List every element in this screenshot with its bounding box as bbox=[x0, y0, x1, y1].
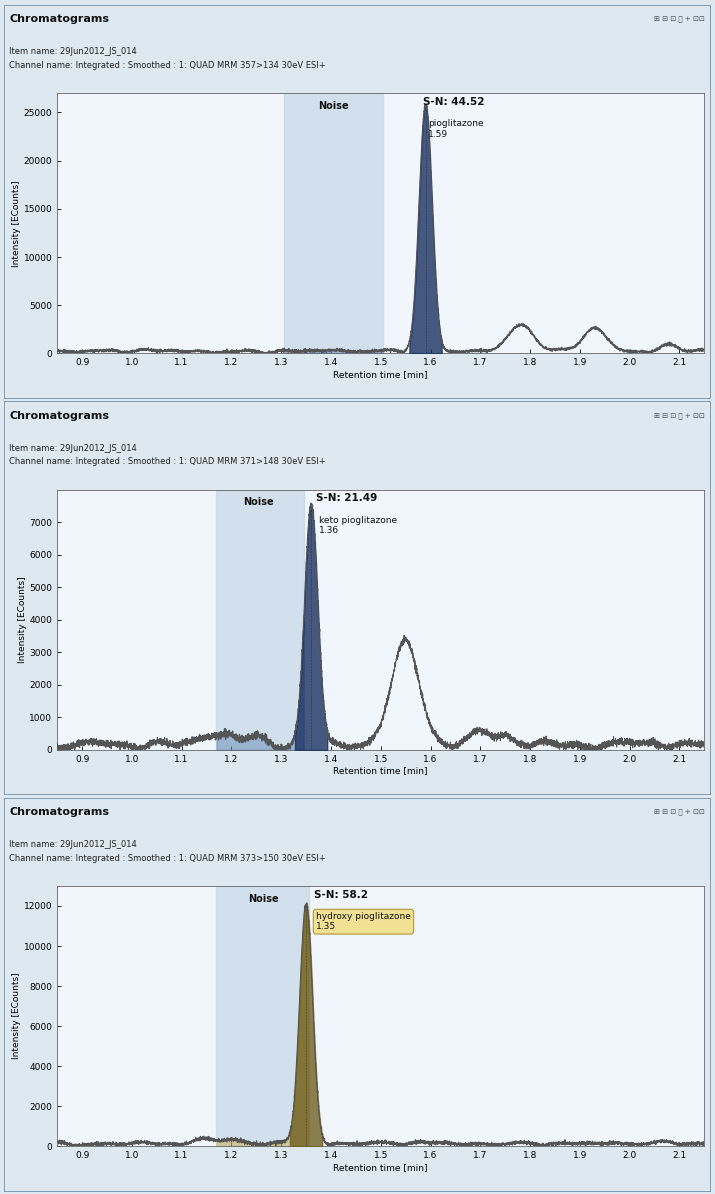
Text: ⊞ ⊟ ⊡ 🔍 + ⊡⊡: ⊞ ⊟ ⊡ 🔍 + ⊡⊡ bbox=[654, 808, 704, 816]
X-axis label: Retention time [min]: Retention time [min] bbox=[333, 1163, 428, 1171]
Text: Chromatograms: Chromatograms bbox=[9, 411, 109, 420]
Y-axis label: Intensity [ECounts]: Intensity [ECounts] bbox=[12, 973, 21, 1059]
Text: Channel name: Integrated : Smoothed : 1: QUAD MRM 373>150 30eV ESI+: Channel name: Integrated : Smoothed : 1:… bbox=[9, 854, 326, 863]
Text: hydroxy pioglitazone
1.35: hydroxy pioglitazone 1.35 bbox=[316, 912, 411, 931]
Y-axis label: Intensity [ECounts]: Intensity [ECounts] bbox=[12, 180, 21, 266]
Text: Chromatograms: Chromatograms bbox=[9, 14, 109, 24]
Bar bbox=[217, 886, 309, 1146]
Text: Channel name: Integrated : Smoothed : 1: QUAD MRM 371>148 30eV ESI+: Channel name: Integrated : Smoothed : 1:… bbox=[9, 457, 326, 467]
Text: Item name: 29Jun2012_JS_014: Item name: 29Jun2012_JS_014 bbox=[9, 841, 137, 849]
Text: Noise: Noise bbox=[244, 498, 274, 507]
Text: ⊞ ⊟ ⊡ 🔍 + ⊡⊡: ⊞ ⊟ ⊡ 🔍 + ⊡⊡ bbox=[654, 412, 704, 419]
Text: Noise: Noise bbox=[318, 101, 349, 111]
Text: Noise: Noise bbox=[248, 894, 279, 904]
Y-axis label: Intensity [ECounts]: Intensity [ECounts] bbox=[18, 577, 26, 663]
Text: Item name: 29Jun2012_JS_014: Item name: 29Jun2012_JS_014 bbox=[9, 47, 137, 56]
Text: keto pioglitazone
1.36: keto pioglitazone 1.36 bbox=[318, 516, 397, 535]
Text: S-N: 58.2: S-N: 58.2 bbox=[314, 890, 368, 900]
Text: ⊞ ⊟ ⊡ 🔍 + ⊡⊡: ⊞ ⊟ ⊡ 🔍 + ⊡⊡ bbox=[654, 16, 704, 23]
X-axis label: Retention time [min]: Retention time [min] bbox=[333, 767, 428, 775]
Text: Item name: 29Jun2012_JS_014: Item name: 29Jun2012_JS_014 bbox=[9, 444, 137, 453]
Text: Channel name: Integrated : Smoothed : 1: QUAD MRM 357>134 30eV ESI+: Channel name: Integrated : Smoothed : 1:… bbox=[9, 61, 326, 69]
Bar bbox=[284, 93, 383, 353]
Text: pioglitazone
1.59: pioglitazone 1.59 bbox=[428, 119, 483, 139]
Text: Chromatograms: Chromatograms bbox=[9, 807, 109, 817]
X-axis label: Retention time [min]: Retention time [min] bbox=[333, 370, 428, 378]
Text: S-N: 44.52: S-N: 44.52 bbox=[423, 97, 485, 107]
Bar bbox=[217, 490, 304, 750]
Text: S-N: 21.49: S-N: 21.49 bbox=[316, 493, 378, 504]
